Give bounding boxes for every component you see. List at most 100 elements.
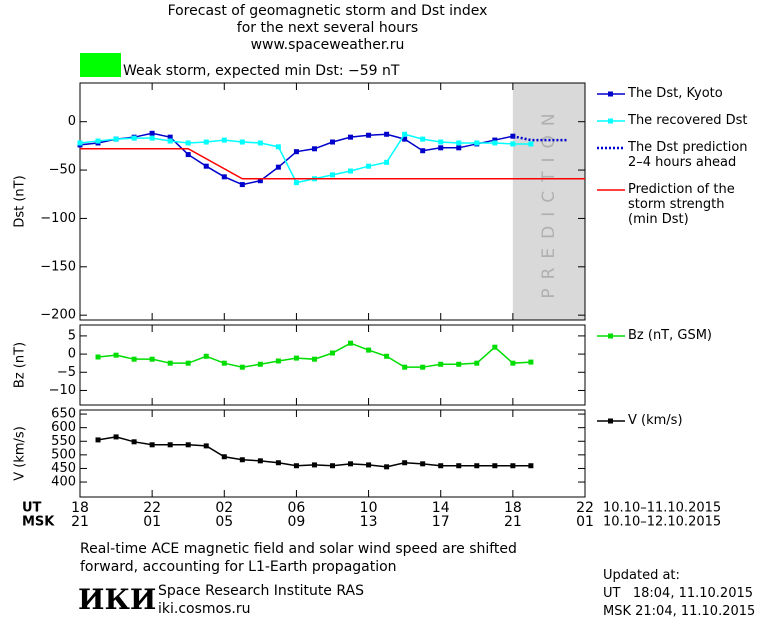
legend-entry: The Dst prediction 2–4 hours ahead (628, 140, 748, 170)
marker (366, 347, 372, 353)
plot-frame (79, 409, 586, 498)
marker (492, 137, 498, 143)
msk-label: MSK (22, 515, 55, 530)
marker (366, 132, 372, 138)
x-tick-label-msk: 21 (504, 514, 522, 530)
marker (185, 140, 191, 146)
marker (438, 139, 444, 145)
marker (348, 168, 354, 174)
marker (456, 361, 462, 367)
marker (528, 463, 534, 469)
updated-label: Updated at: (603, 568, 680, 583)
marker (420, 136, 426, 142)
y-tick-label: −100 (40, 211, 76, 226)
marker (510, 360, 516, 366)
x-tick-label-ut: 02 (215, 500, 233, 516)
x-tick-label-ut: 14 (432, 500, 450, 516)
marker (402, 460, 408, 466)
marker (510, 463, 516, 469)
status-swatch (80, 53, 121, 77)
marker (384, 464, 390, 470)
legend-entry: The recovered Dst (628, 113, 748, 128)
ut-range: 10.10–11.10.2015 (603, 501, 721, 516)
marker (257, 178, 263, 184)
marker (221, 360, 227, 366)
x-tick-label-ut: 10 (360, 500, 378, 516)
marker (492, 344, 498, 350)
marker (239, 182, 245, 188)
marker (330, 172, 335, 178)
legend-marker (608, 333, 613, 339)
marker (239, 139, 245, 145)
legend-entry: Prediction of the storm strength (min Ds… (628, 182, 735, 227)
marker (528, 359, 534, 365)
marker (203, 353, 209, 359)
marker (420, 148, 426, 154)
marker (293, 149, 299, 155)
x-tick-label-msk: 01 (576, 514, 594, 530)
marker (149, 356, 155, 362)
marker (420, 364, 426, 370)
y-tick-label: −10 (49, 383, 76, 398)
marker (402, 136, 408, 142)
marker (510, 141, 516, 147)
marker (149, 442, 155, 448)
marker (474, 360, 480, 366)
marker (239, 364, 245, 370)
marker (275, 144, 281, 150)
series-line (79, 132, 514, 186)
series-line (97, 342, 531, 368)
legend-entry: V (km/s) (628, 413, 683, 428)
marker (167, 138, 173, 144)
marker (185, 360, 191, 366)
series-line (80, 148, 585, 180)
y-tick-label: 450 (51, 461, 76, 476)
marker (257, 458, 263, 464)
logo: ИКИ (78, 583, 157, 616)
marker (113, 434, 119, 440)
marker (438, 145, 444, 151)
y-tick-label: 0 (68, 114, 76, 129)
ut-label: UT (22, 501, 42, 516)
marker (456, 463, 462, 469)
x-tick-label-ut: 06 (288, 500, 306, 516)
marker (77, 140, 83, 146)
y-axis-label: Dst (nT) (13, 175, 28, 227)
updated-msk: MSK 21:04, 11.10.2015 (603, 604, 756, 619)
updated-ut: UT 18:04, 11.10.2015 (603, 586, 754, 601)
marker (275, 164, 281, 170)
marker (275, 358, 281, 364)
marker (167, 134, 173, 140)
marker (293, 180, 299, 186)
prediction-band (512, 83, 585, 320)
legend-entry: Bz (nT, GSM) (628, 328, 713, 343)
marker (438, 361, 444, 367)
marker (221, 454, 227, 460)
y-tick-label: −200 (40, 308, 76, 323)
y-tick-label: 600 (51, 420, 76, 435)
marker (438, 463, 444, 469)
marker (221, 174, 227, 180)
legend-marker (608, 118, 613, 124)
marker (167, 360, 173, 366)
marker (203, 139, 209, 145)
x-tick-label-ut: 22 (576, 500, 594, 516)
y-tick-label: 500 (51, 447, 76, 462)
series-line (512, 134, 567, 142)
legend-marker (608, 91, 613, 97)
msk-range: 10.10–12.10.2015 (603, 515, 721, 530)
marker (257, 361, 263, 367)
site: iki.cosmos.ru (158, 601, 251, 617)
marker (366, 163, 372, 169)
marker (167, 442, 173, 448)
y-tick-label: 650 (51, 407, 76, 422)
marker (456, 145, 462, 151)
marker (492, 140, 498, 146)
x-tick-label-msk: 09 (288, 514, 306, 530)
marker (366, 462, 372, 468)
marker (311, 462, 317, 468)
legend-entry: The Dst, Kyoto (628, 86, 723, 101)
marker (149, 135, 155, 141)
marker (113, 352, 119, 358)
